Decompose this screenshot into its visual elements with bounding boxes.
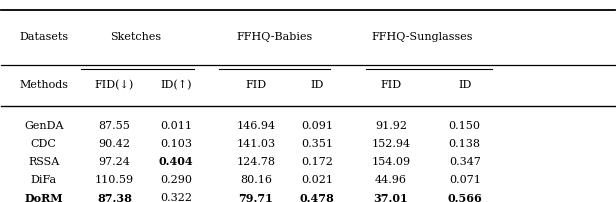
Text: 0.322: 0.322 bbox=[160, 193, 192, 202]
Text: 0.347: 0.347 bbox=[449, 157, 480, 167]
Text: FID: FID bbox=[381, 80, 402, 90]
Text: 0.103: 0.103 bbox=[160, 139, 192, 149]
Text: 0.351: 0.351 bbox=[301, 139, 333, 149]
Text: 90.42: 90.42 bbox=[99, 139, 131, 149]
Text: 37.01: 37.01 bbox=[374, 193, 408, 202]
Text: 146.94: 146.94 bbox=[236, 121, 275, 131]
Text: 0.021: 0.021 bbox=[301, 175, 333, 185]
Text: 0.172: 0.172 bbox=[301, 157, 333, 167]
Text: 80.16: 80.16 bbox=[240, 175, 272, 185]
Text: 0.071: 0.071 bbox=[449, 175, 480, 185]
Text: 91.92: 91.92 bbox=[375, 121, 407, 131]
Text: CDC: CDC bbox=[31, 139, 57, 149]
Text: 0.150: 0.150 bbox=[448, 121, 480, 131]
Text: RSSA: RSSA bbox=[28, 157, 59, 167]
Text: 44.96: 44.96 bbox=[375, 175, 407, 185]
Text: 154.09: 154.09 bbox=[371, 157, 410, 167]
Text: FFHQ-Sunglasses: FFHQ-Sunglasses bbox=[371, 32, 472, 42]
Text: DiFa: DiFa bbox=[31, 175, 57, 185]
Text: 152.94: 152.94 bbox=[371, 139, 410, 149]
Text: DoRM: DoRM bbox=[25, 193, 63, 202]
Text: FID(↓): FID(↓) bbox=[95, 80, 134, 90]
Text: ID(↑): ID(↑) bbox=[160, 80, 192, 90]
Text: 110.59: 110.59 bbox=[95, 175, 134, 185]
Text: 0.138: 0.138 bbox=[448, 139, 480, 149]
Text: FID: FID bbox=[245, 80, 266, 90]
Text: 0.011: 0.011 bbox=[160, 121, 192, 131]
Text: 0.290: 0.290 bbox=[160, 175, 192, 185]
Text: 79.71: 79.71 bbox=[238, 193, 273, 202]
Text: FFHQ-Babies: FFHQ-Babies bbox=[236, 32, 312, 42]
Text: 141.03: 141.03 bbox=[236, 139, 275, 149]
Text: ID: ID bbox=[458, 80, 471, 90]
Text: 97.24: 97.24 bbox=[99, 157, 131, 167]
Text: 124.78: 124.78 bbox=[237, 157, 275, 167]
Text: 0.566: 0.566 bbox=[447, 193, 482, 202]
Text: 0.091: 0.091 bbox=[301, 121, 333, 131]
Text: Datasets: Datasets bbox=[19, 32, 68, 42]
Text: Sketches: Sketches bbox=[110, 32, 161, 42]
Text: 87.38: 87.38 bbox=[97, 193, 132, 202]
Text: ID: ID bbox=[310, 80, 324, 90]
Text: 0.478: 0.478 bbox=[300, 193, 334, 202]
Text: GenDA: GenDA bbox=[24, 121, 63, 131]
Text: 87.55: 87.55 bbox=[99, 121, 131, 131]
Text: 0.404: 0.404 bbox=[158, 156, 193, 167]
Text: Methods: Methods bbox=[19, 80, 68, 90]
